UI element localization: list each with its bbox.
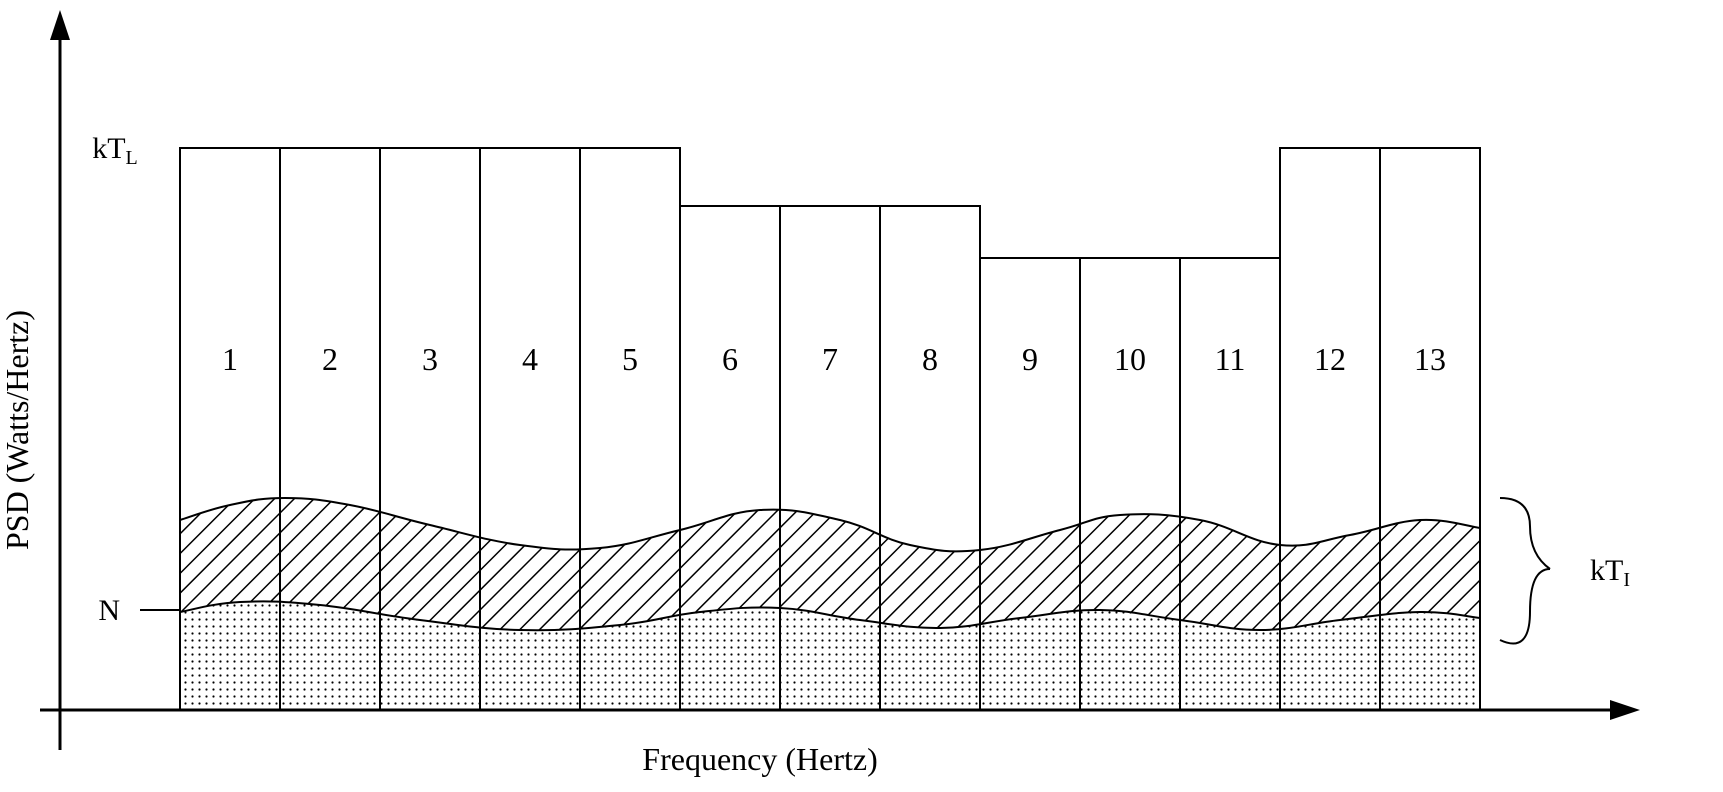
bar-label: 2 <box>322 341 338 377</box>
bar-label: 3 <box>422 341 438 377</box>
bar-label: 4 <box>522 341 538 377</box>
x-axis-arrow-icon <box>1610 700 1640 720</box>
y-axis-arrow-icon <box>50 10 70 40</box>
bar-label: 10 <box>1114 341 1146 377</box>
bar-label: 12 <box>1314 341 1346 377</box>
bar-label: 1 <box>222 341 238 377</box>
x-axis-label: Frequency (Hertz) <box>642 741 877 777</box>
bar-label: 13 <box>1414 341 1446 377</box>
y-axis-label: PSD (Watts/Hertz) <box>0 310 35 550</box>
brace-label-kti: kTI <box>1590 554 1630 591</box>
bar-label: 11 <box>1215 341 1246 377</box>
bar-label: 5 <box>622 341 638 377</box>
bar-label: 6 <box>722 341 738 377</box>
ytick-ktl: kTL <box>92 132 138 169</box>
right-brace-icon <box>1500 498 1550 644</box>
bar-label: 7 <box>822 341 838 377</box>
bar-label: 9 <box>1022 341 1038 377</box>
bar-label: 8 <box>922 341 938 377</box>
ytick-n: N <box>98 594 120 627</box>
